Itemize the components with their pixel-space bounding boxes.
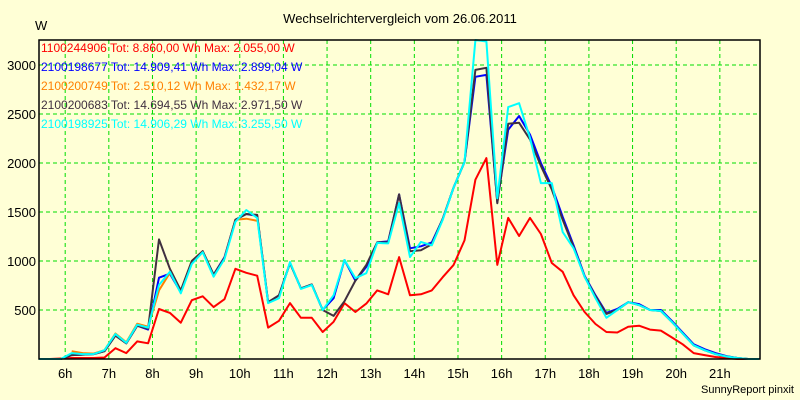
x-tick-label: 19h bbox=[622, 366, 644, 381]
series-line-2100198925 bbox=[39, 39, 760, 360]
legend-entry-2100198677: 2100198677 Tot: 14.909,41 Wh Max: 2.899,… bbox=[41, 60, 303, 74]
x-tick-label: 9h bbox=[189, 366, 203, 381]
x-tick-label: 18h bbox=[578, 366, 600, 381]
x-tick-label: 10h bbox=[229, 366, 251, 381]
series-lines bbox=[39, 39, 760, 360]
x-tick-label: 11h bbox=[273, 366, 294, 381]
y-tick-label: 500 bbox=[14, 303, 36, 318]
x-tick-label: 14h bbox=[403, 366, 425, 381]
x-tick-label: 17h bbox=[534, 366, 556, 381]
plot-frame bbox=[38, 39, 761, 360]
y-tick-label: 1000 bbox=[7, 254, 36, 269]
legend-entry-1100244906: 1100244906 Tot: 8.860,00 Wh Max: 2.055,0… bbox=[41, 41, 295, 55]
x-tick-label: 20h bbox=[665, 366, 687, 381]
legend: 1100244906 Tot: 8.860,00 Wh Max: 2.055,0… bbox=[41, 41, 303, 131]
footer-credit: SunnyReport pinxit bbox=[701, 384, 794, 396]
x-tick-label: 15h bbox=[447, 366, 469, 381]
x-tick-label: 16h bbox=[491, 366, 513, 381]
y-tick-label: 2000 bbox=[7, 156, 36, 171]
y-axis-unit: W bbox=[35, 18, 48, 33]
y-tick-label: 1500 bbox=[7, 205, 36, 220]
x-tick-label: 8h bbox=[145, 366, 159, 381]
x-tick-label: 21h bbox=[709, 366, 731, 381]
y-tick-label: 2500 bbox=[7, 107, 36, 122]
tick-labels: 6h 7h 8h 9h 10h 11h 12h 13h 14h 15h 16h 17h 18h 19h 20… bbox=[7, 58, 731, 381]
chart-title: Wechselrichtervergleich vom 26.06.2011 bbox=[283, 11, 517, 26]
y-tick-label: 3000 bbox=[7, 58, 36, 73]
x-tick-label: 6h bbox=[58, 366, 72, 381]
legend-entry-2100200683: 2100200683 Tot: 14.694,55 Wh Max: 2.971,… bbox=[41, 98, 303, 112]
series-line-1100244906 bbox=[39, 157, 760, 360]
x-tick-label: 12h bbox=[316, 366, 338, 381]
legend-entry-2100200749: 2100200749 Tot: 2.510,12 Wh Max: 1.432,1… bbox=[41, 79, 296, 93]
x-tick-label: 7h bbox=[102, 366, 116, 381]
legend-entry-2100198925: 2100198925 Tot: 14.906,29 Wh Max: 3.255,… bbox=[41, 117, 303, 131]
x-tick-label: 13h bbox=[360, 366, 382, 381]
